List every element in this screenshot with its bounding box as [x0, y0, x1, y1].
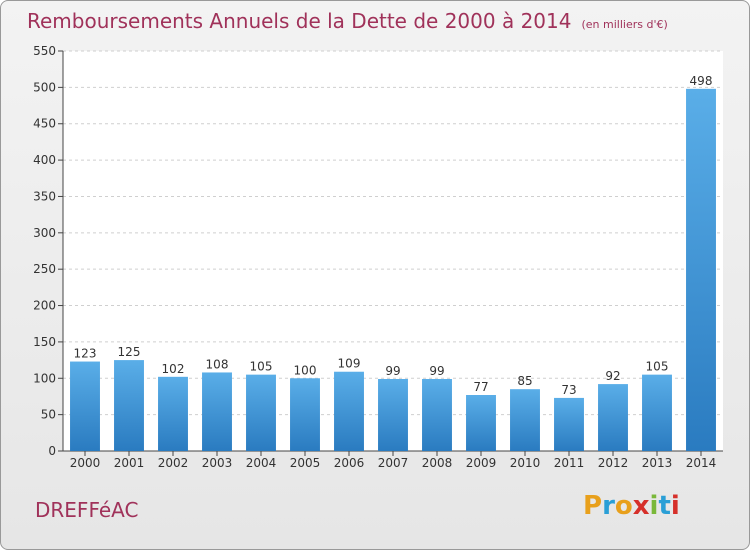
bar	[510, 389, 540, 451]
logo-letter: P	[583, 491, 603, 521]
bar	[290, 378, 320, 451]
bar-value-label: 92	[605, 369, 620, 383]
bar	[202, 372, 232, 451]
x-tick-label: 2011	[554, 456, 585, 470]
bar-value-label: 105	[646, 360, 669, 374]
y-tick-label: 300	[33, 226, 56, 240]
y-tick-label: 550	[33, 44, 56, 58]
x-tick-label: 2014	[686, 456, 717, 470]
y-tick-label: 400	[33, 153, 56, 167]
x-tick-label: 2010	[510, 456, 541, 470]
x-tick-label: 2012	[598, 456, 629, 470]
bar	[114, 360, 144, 451]
y-tick-label: 500	[33, 80, 56, 94]
chart-title: Remboursements Annuels de la Dette de 20…	[27, 9, 668, 33]
x-tick-label: 2007	[378, 456, 409, 470]
y-tick-label: 100	[33, 371, 56, 385]
bar-value-label: 73	[561, 383, 576, 397]
bar-value-label: 109	[338, 357, 361, 371]
bar	[422, 379, 452, 451]
labels: 0 50 100 150 200 250 300 350 400 450 500 550 123 2000…	[33, 44, 716, 470]
bar-value-label: 108	[206, 357, 229, 371]
x-tick-label: 2004	[246, 456, 277, 470]
chart-title-text: Remboursements Annuels de la Dette de 20…	[27, 9, 572, 33]
x-tick-label: 2003	[202, 456, 233, 470]
bar	[686, 88, 716, 452]
bar-value-label: 99	[429, 364, 444, 378]
bar	[158, 376, 188, 451]
logo-letter: r	[602, 491, 615, 521]
logo-letter: i	[670, 491, 680, 521]
bar-value-label: 99	[385, 364, 400, 378]
x-tick-label: 2006	[334, 456, 365, 470]
bar	[70, 361, 100, 451]
bar-value-label: 498	[690, 74, 713, 88]
x-tick-label: 2009	[466, 456, 497, 470]
y-tick-label: 200	[33, 299, 56, 313]
bar-value-label: 100	[294, 363, 317, 377]
bar-value-label: 102	[162, 362, 185, 376]
x-tick-label: 2001	[114, 456, 145, 470]
bar-value-label: 125	[118, 345, 141, 359]
bar	[466, 395, 496, 451]
bar	[246, 374, 276, 451]
proxiti-logo[interactable]: Proxiti	[583, 491, 680, 521]
y-tick-label: 50	[41, 408, 56, 422]
logo-letter: o	[614, 491, 633, 521]
bar	[598, 384, 628, 451]
bar-value-label: 123	[74, 347, 97, 361]
x-tick-label: 2002	[158, 456, 189, 470]
bar-chart: 0 50 100 150 200 250 300 350 400 450 500 550 123 2000…	[33, 44, 723, 470]
bar	[378, 379, 408, 451]
y-tick-label: 250	[33, 262, 56, 276]
chart-unit: (en milliers d'€)	[581, 18, 668, 31]
y-tick-label: 150	[33, 335, 56, 349]
bar-value-label: 105	[250, 360, 273, 374]
bars	[70, 88, 716, 452]
x-tick-label: 2013	[642, 456, 673, 470]
x-tick-label: 2005	[290, 456, 321, 470]
y-tick-label: 450	[33, 117, 56, 131]
commune-name: DREFFéAC	[35, 498, 139, 522]
y-tick-label: 350	[33, 189, 56, 203]
y-tick-label: 0	[48, 444, 56, 458]
logo-letter: x	[632, 491, 650, 521]
bar	[642, 374, 672, 451]
bar	[554, 397, 584, 451]
logo-letter: t	[658, 491, 671, 521]
logo-letter: i	[649, 491, 659, 521]
bar-value-label: 77	[473, 380, 488, 394]
x-tick-label: 2000	[70, 456, 101, 470]
bar	[334, 371, 364, 451]
x-tick-label: 2008	[422, 456, 453, 470]
bar-value-label: 85	[517, 374, 532, 388]
